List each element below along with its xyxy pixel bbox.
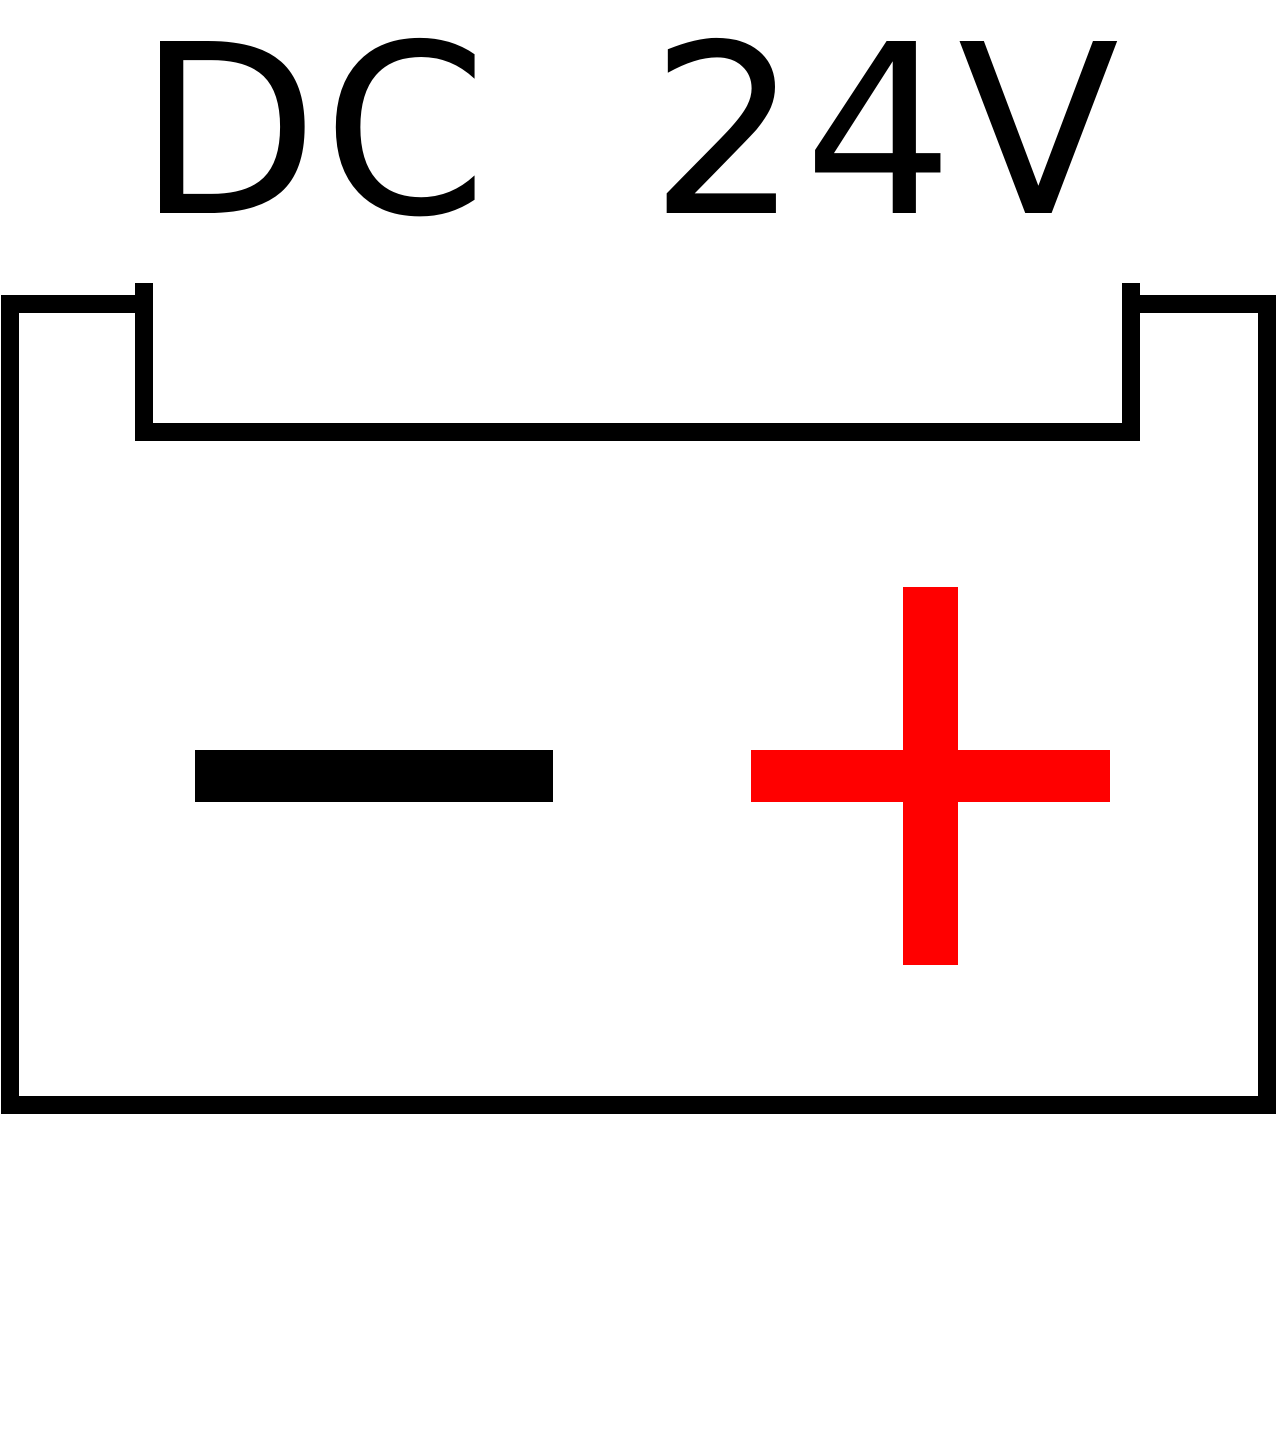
positive-terminal-post <box>1122 283 1140 313</box>
voltage-label: DC 24V <box>137 0 1123 269</box>
battery-outline <box>1 295 1276 1114</box>
plus-icon <box>751 587 1110 965</box>
minus-icon <box>195 750 553 802</box>
plus-vertical-bar <box>903 587 958 965</box>
negative-terminal-post <box>135 283 153 313</box>
